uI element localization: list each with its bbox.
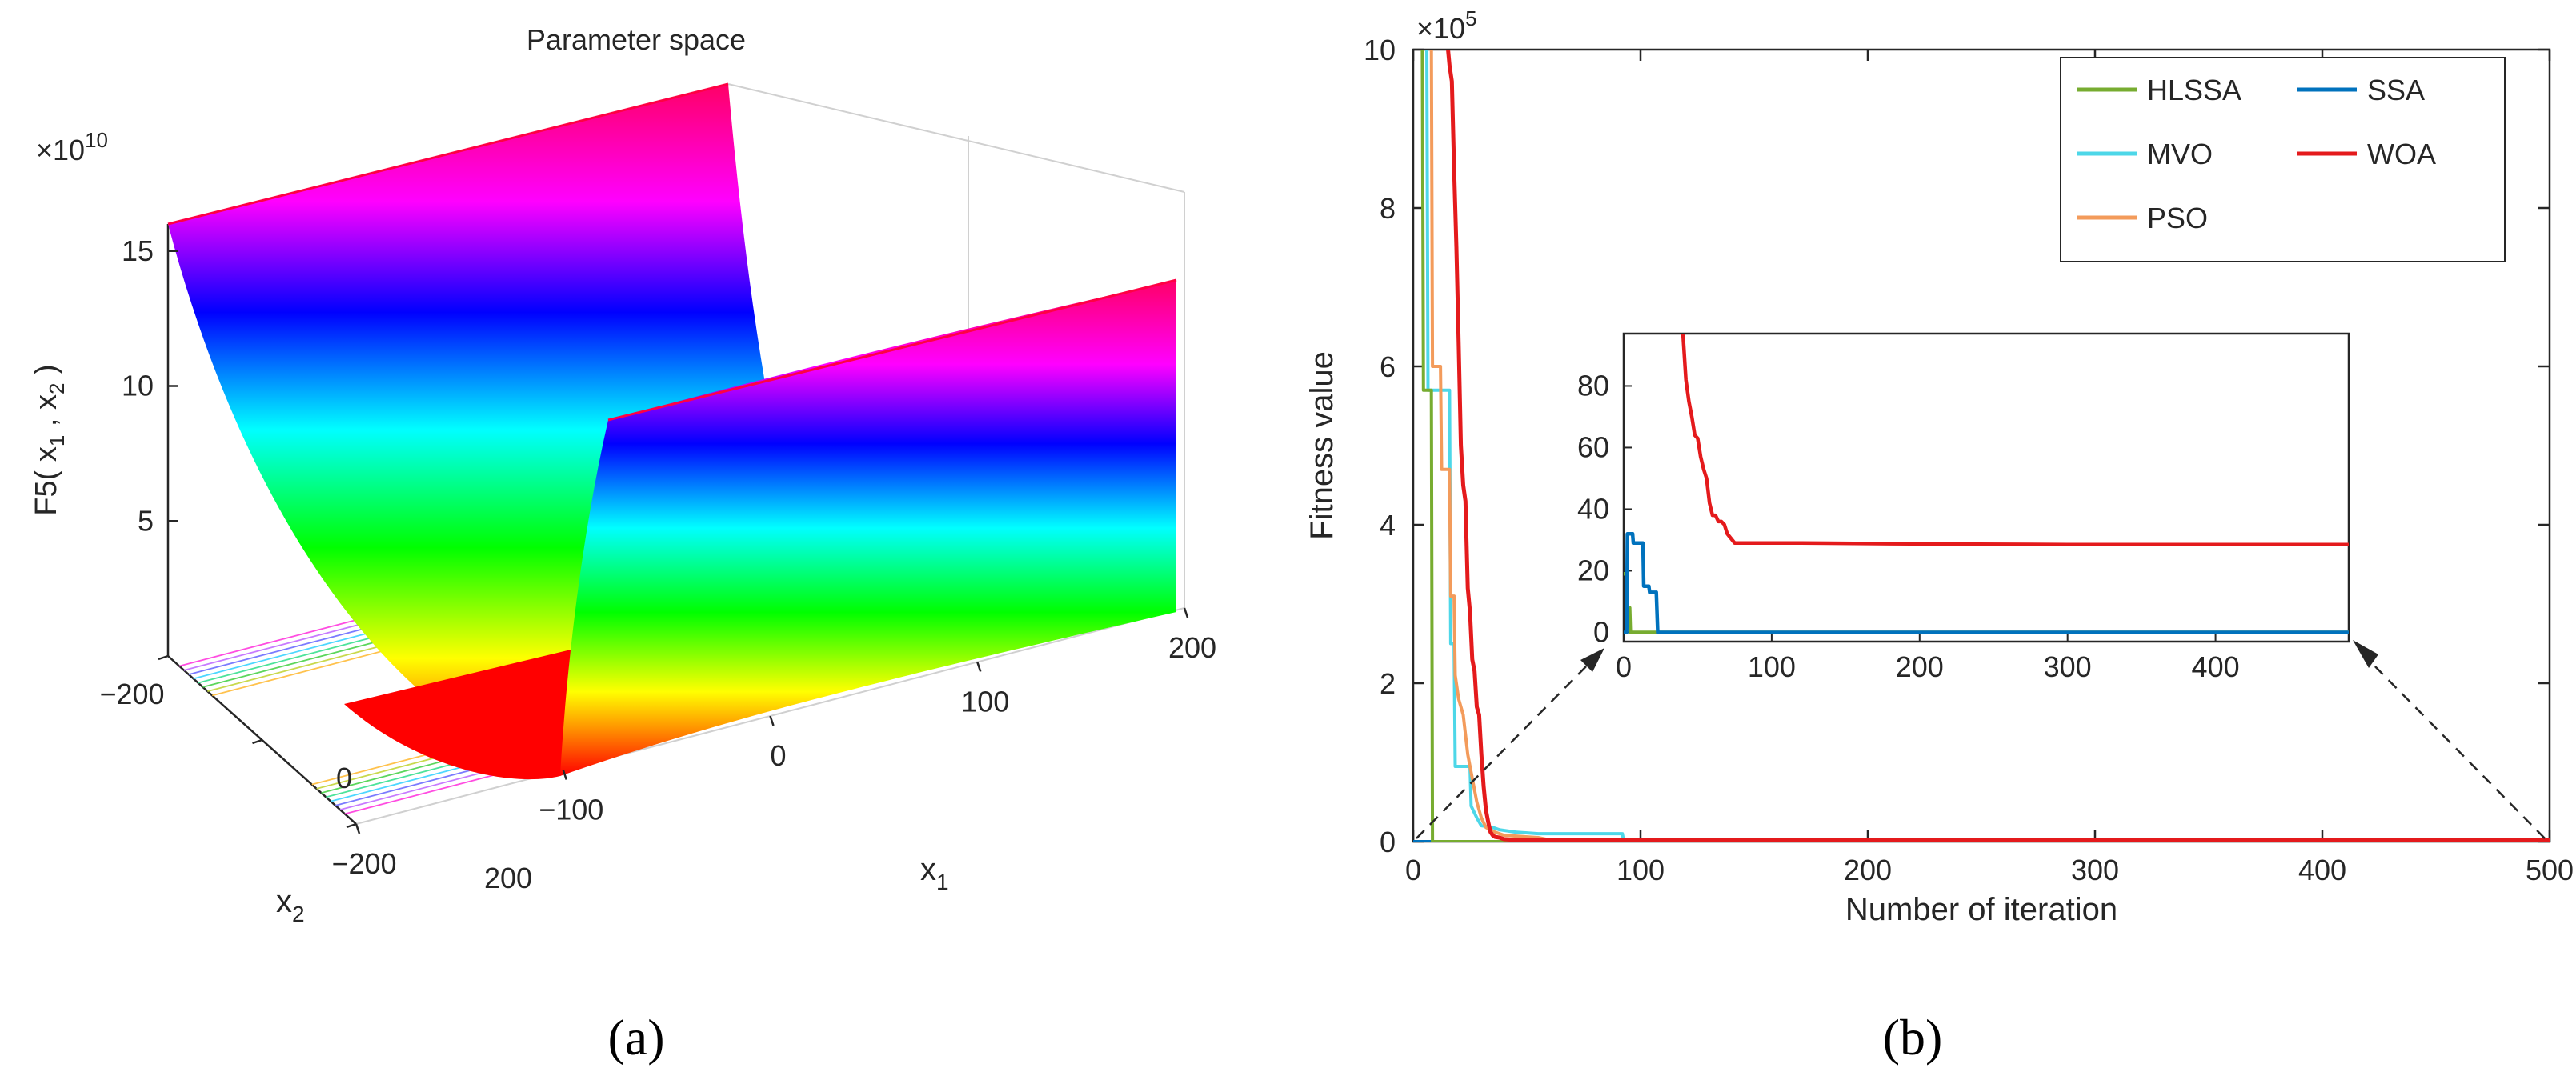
x1-tick-mark [1183,607,1189,618]
y-multiplier: ×105 [1416,6,1477,45]
x1-tick-label: 0 [770,739,786,772]
inset-x-tick-label: 300 [2044,650,2092,683]
z-multiplier: ×1010 [36,128,108,166]
series-line-woa [1446,50,2550,842]
x2-tick-label: 0 [336,762,352,794]
x2-axis-label: x2 [276,884,305,926]
surface-top-edges [167,82,1177,422]
y-tick-label: 4 [1380,509,1396,542]
inset-y-tick-label: 0 [1593,615,1609,648]
x2-tick-mark [346,822,357,829]
inset-x-tick-label: 200 [1896,650,1944,683]
y-tick-label: 2 [1380,667,1396,700]
x-tick-label: 300 [2071,854,2119,886]
x2-tick-label: −200 [99,678,164,710]
inset-series-line-ssa [1624,532,2349,634]
inset-x-tick-label: 0 [1616,650,1632,683]
zoom-arrow-heads [1580,640,2378,672]
x1-tick-label: 100 [961,686,1009,718]
surface-right-wing [560,280,1176,776]
zoom-arrows [1416,655,2546,839]
x-tick-label: 500 [2526,854,2574,886]
panel-b-caption: (b) [1883,1009,1943,1066]
x1-tick-mark [976,662,982,672]
legend-label-ssa: SSA [2367,74,2425,106]
legend-label-hlssa: HLSSA [2147,74,2241,106]
surface-plot-panel: Parameter space ×1010 5 10 15 F5( x1 , x2 … [30,23,1216,1066]
inset-axes-box [1622,332,2350,643]
x2-tick-mark [252,738,262,745]
x-tick-label: 100 [1617,854,1665,886]
x1-tick-mark [562,770,567,780]
x1-tick-label: −100 [539,794,603,826]
y-axis-label: Fitness value [1304,351,1340,540]
series-line-mvo [1425,50,1834,842]
x-tick-label: 400 [2298,854,2346,886]
z-tick-label: 10 [122,370,154,402]
inset-series [1624,334,2349,634]
x2-tick-label: 200 [484,862,532,894]
main-series [1413,50,2550,842]
x2-ticks: −200 0 200 [99,654,532,894]
x-tick-label: 200 [1844,854,1892,886]
z-ticks: 5 10 15 [122,234,178,537]
y-tick-label: 0 [1380,826,1396,858]
y-tick-label: 6 [1380,350,1396,383]
x1-ticks: −200 −100 0 100 200 [331,607,1216,880]
inset-axis-ticks: 0 100 200 300 400 0 20 40 60 80 [1577,369,2240,683]
legend-label-mvo: MVO [2147,138,2213,170]
inset-x-tick-label: 100 [1748,650,1796,683]
panel-a-caption: (a) [607,1009,664,1066]
x-axis-label: Number of iteration [1845,892,2117,927]
z-tick-label: 5 [138,504,154,537]
x1-axis-label: x1 [920,852,949,894]
z-tick-label: 15 [122,234,154,267]
inset-y-tick-label: 60 [1577,430,1609,463]
panel-a-title: Parameter space [527,23,746,56]
inset-y-tick-label: 40 [1577,492,1609,525]
series-line-pso [1429,50,1550,842]
x1-tick-label: 200 [1168,631,1216,664]
x1-tick-mark [769,715,775,726]
y-tick-label: 8 [1380,192,1396,225]
y-tick-label: 10 [1364,34,1396,66]
x2-tick-mark [158,654,169,661]
series-line-hlssa [1420,50,2550,842]
legend-label-pso: PSO [2147,202,2208,234]
z-axis-label: F5( x1 , x2 ) [30,364,69,515]
inset-series-line-woa [1681,334,2349,546]
x1-tick-mark [355,823,361,834]
inset-y-tick-label: 80 [1577,369,1609,402]
legend: HLSSA SSA MVO WOA PSO [2060,57,2506,262]
x1-tick-label: −200 [331,847,396,880]
x-tick-label: 0 [1405,854,1421,886]
inset-x-tick-label: 400 [2192,650,2240,683]
inset-y-tick-label: 20 [1577,554,1609,586]
legend-label-woa: WOA [2367,138,2436,170]
